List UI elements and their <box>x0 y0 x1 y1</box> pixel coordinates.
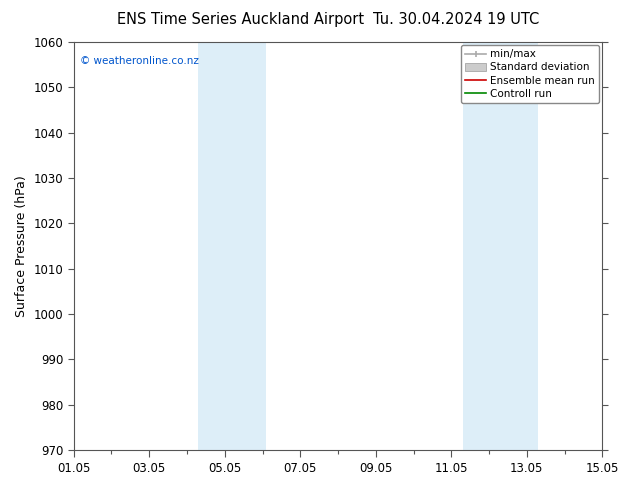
Legend: min/max, Standard deviation, Ensemble mean run, Controll run: min/max, Standard deviation, Ensemble me… <box>461 45 599 103</box>
Bar <box>198 42 266 450</box>
Text: © weatheronline.co.nz: © weatheronline.co.nz <box>80 56 199 66</box>
Y-axis label: Surface Pressure (hPa): Surface Pressure (hPa) <box>15 175 28 317</box>
Text: ENS Time Series Auckland Airport: ENS Time Series Auckland Airport <box>117 12 365 27</box>
Bar <box>463 42 538 450</box>
Text: Tu. 30.04.2024 19 UTC: Tu. 30.04.2024 19 UTC <box>373 12 540 27</box>
